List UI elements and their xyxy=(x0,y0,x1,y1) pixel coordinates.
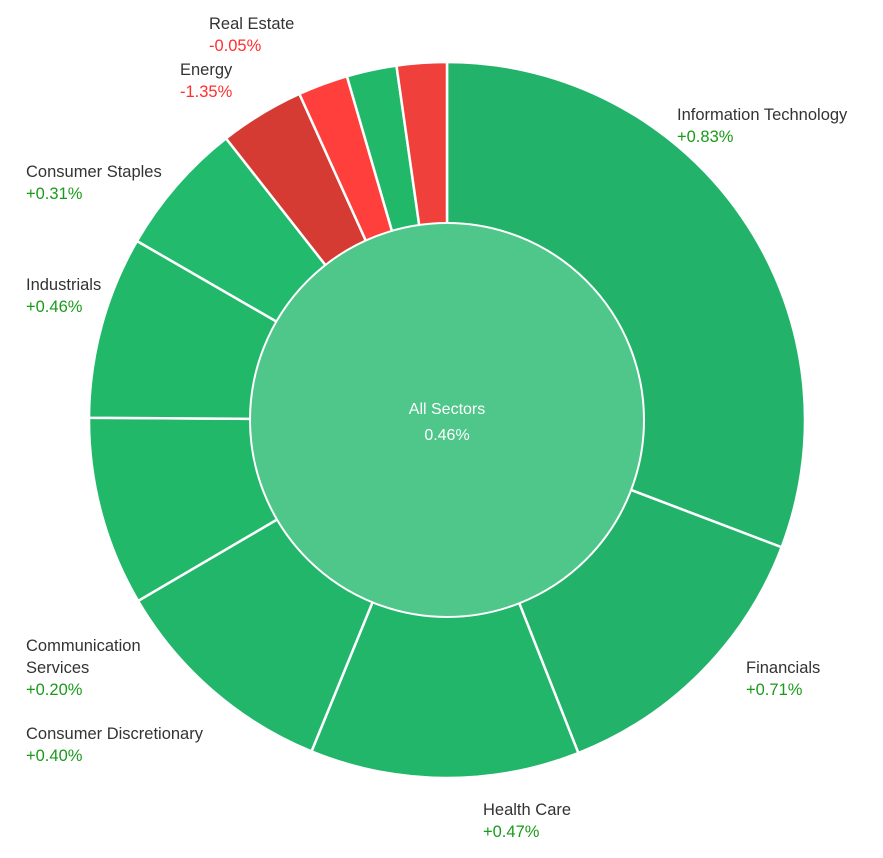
label-name-communication-services: Communication xyxy=(26,637,141,655)
label-name-communication-services: Services xyxy=(26,659,89,677)
label-change-industrials: +0.46% xyxy=(26,298,83,316)
label-name-industrials: Industrials xyxy=(26,276,101,294)
label-name-health-care: Health Care xyxy=(483,801,571,819)
label-change-communication-services: +0.20% xyxy=(26,681,83,699)
label-name-consumer-staples: Consumer Staples xyxy=(26,163,162,181)
label-name-information-technology: Information Technology xyxy=(677,106,848,124)
labels-group: Information Technology +0.83% Financials +0… xyxy=(26,15,848,841)
label-change-health-care: +0.47% xyxy=(483,823,540,841)
label-change-real-estate: -0.05% xyxy=(209,37,262,55)
label-change-consumer-staples: +0.31% xyxy=(26,185,83,203)
center-label: All Sectors xyxy=(409,401,485,418)
label-name-consumer-discretionary: Consumer Discretionary xyxy=(26,725,204,743)
center-disc[interactable] xyxy=(249,222,645,618)
label-name-real-estate: Real Estate xyxy=(209,15,294,33)
center-value: 0.46% xyxy=(424,427,469,444)
label-change-financials: +0.71% xyxy=(746,681,803,699)
label-change-information-technology: +0.83% xyxy=(677,128,734,146)
label-name-energy: Energy xyxy=(180,61,233,79)
label-name-financials: Financials xyxy=(746,659,820,677)
label-change-consumer-discretionary: +0.40% xyxy=(26,747,83,765)
label-change-energy: -1.35% xyxy=(180,83,233,101)
